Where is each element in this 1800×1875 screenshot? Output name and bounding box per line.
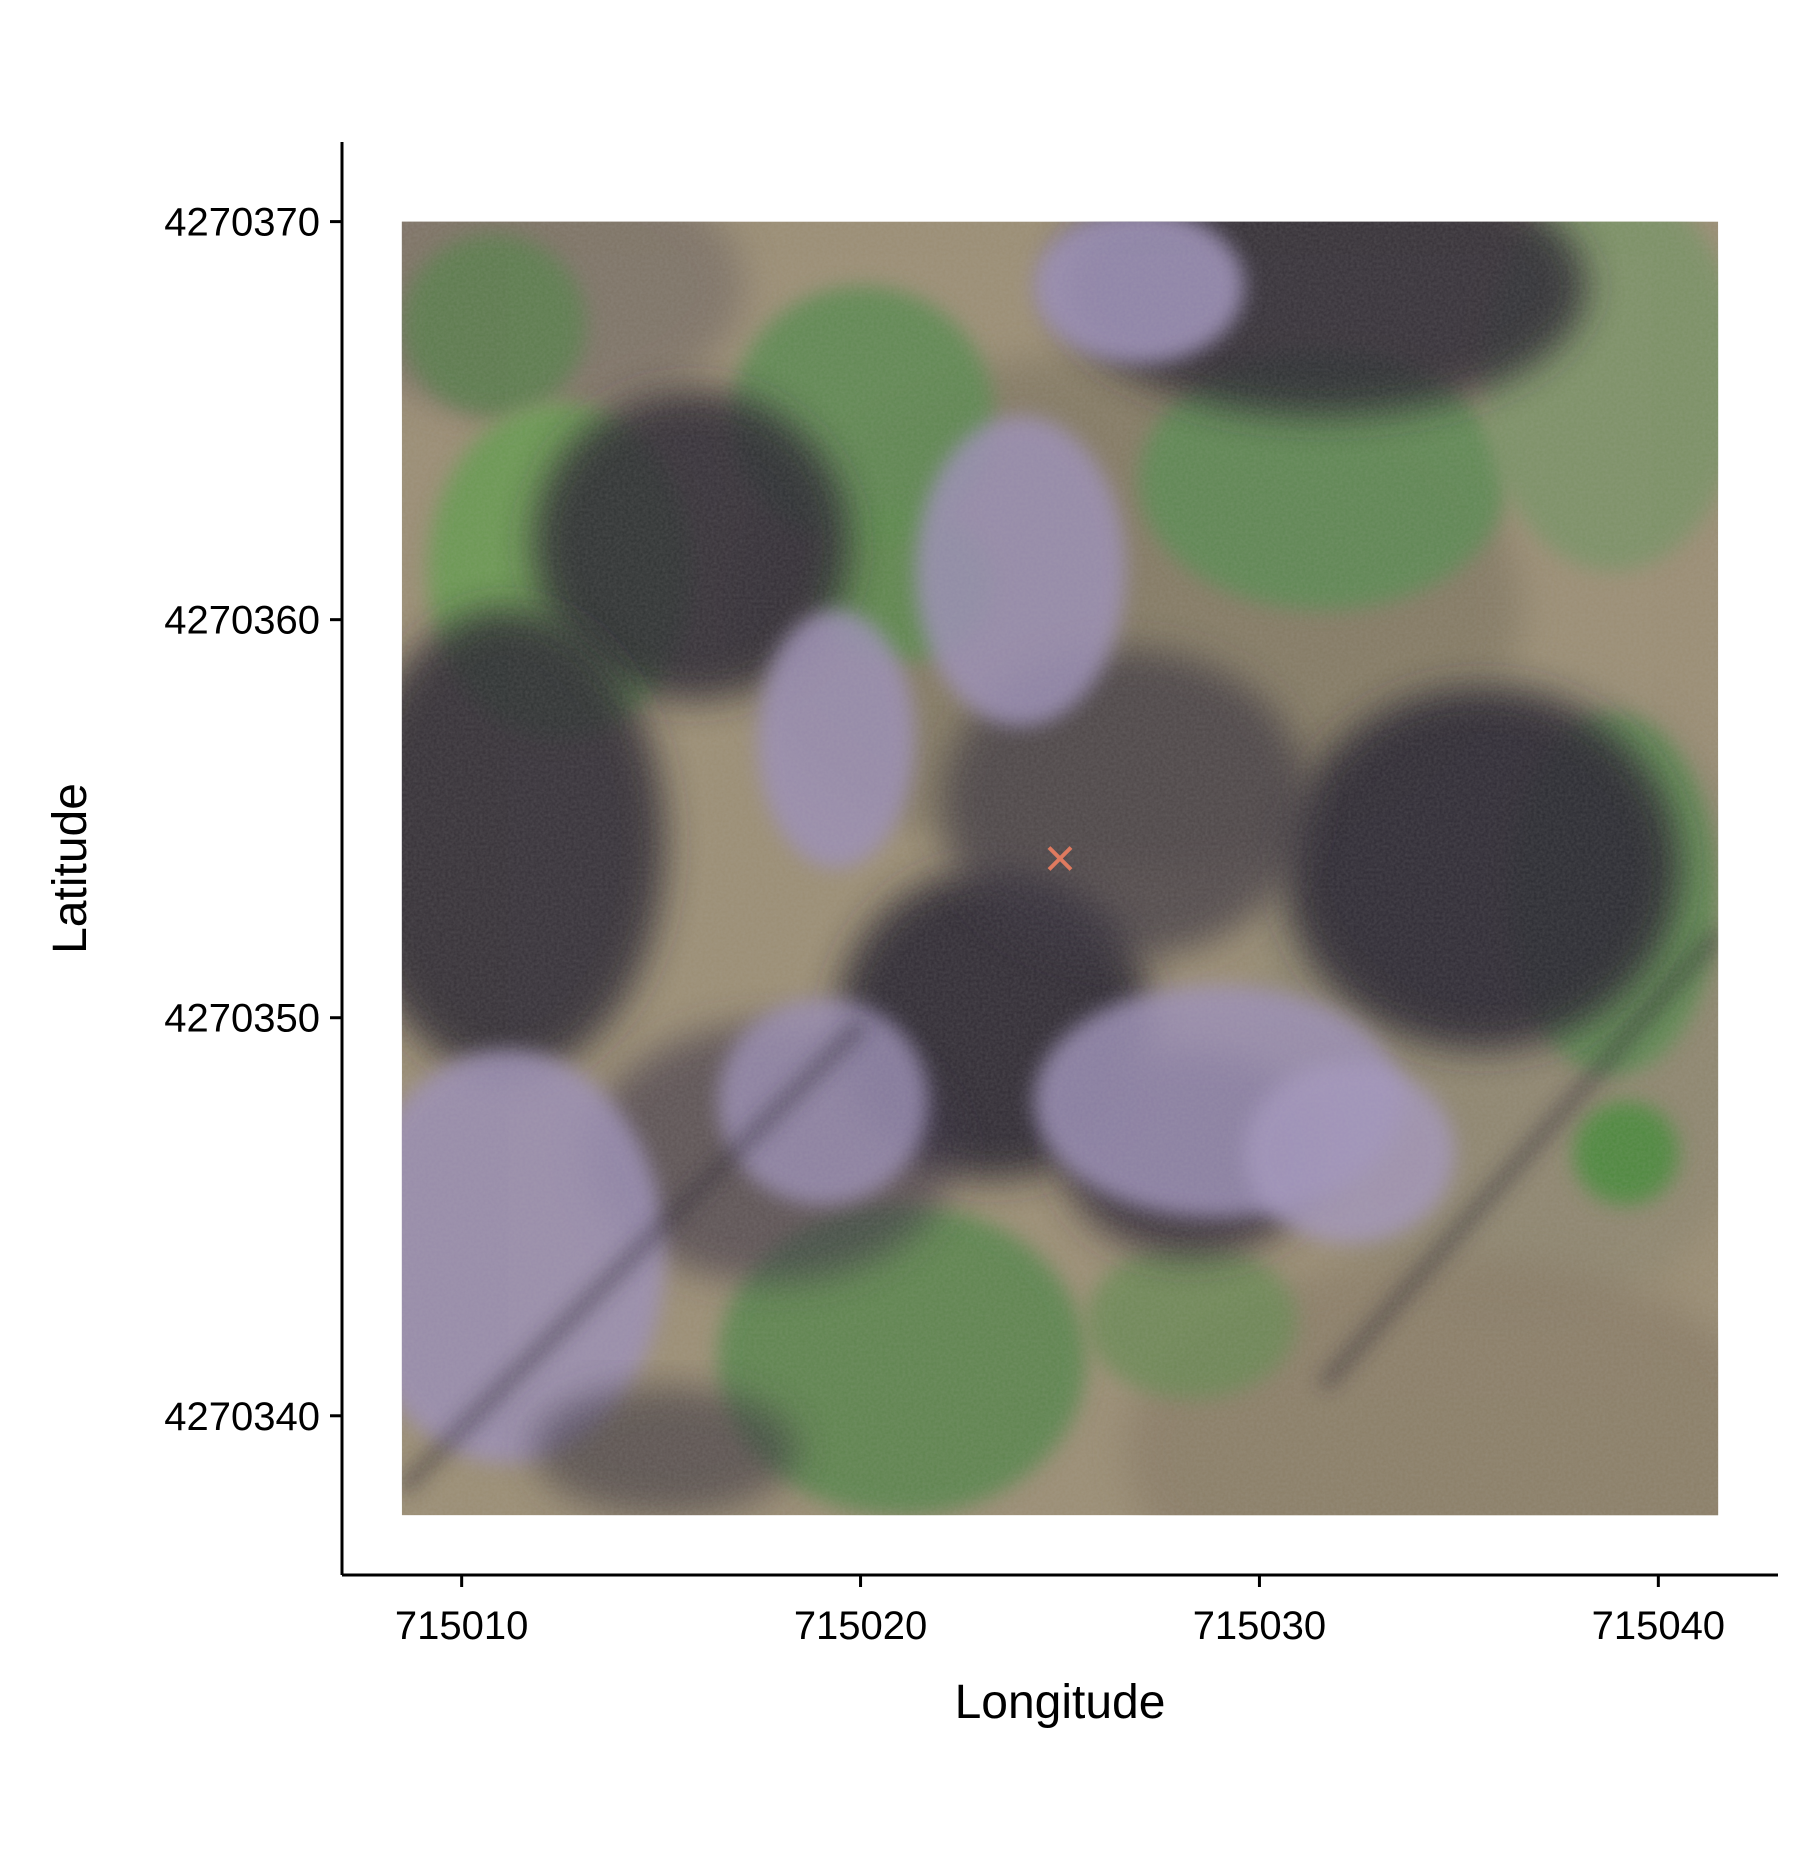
y-axis: 4270370 4270360 4270350 4270340	[164, 142, 344, 1575]
x-axis-title: Longitude	[955, 1676, 1166, 1729]
y-axis-title: Latitude	[44, 783, 97, 954]
marker-stroke	[1047, 846, 1073, 871]
y-tick-label: 4270370	[164, 201, 320, 245]
y-tick-label: 4270360	[164, 599, 320, 643]
x-tick-label: 715030	[1193, 1604, 1326, 1648]
texture-overlay	[401, 221, 1719, 1516]
x-tick-label: 715010	[395, 1604, 528, 1648]
aerial-orthophoto-raster	[401, 221, 1719, 1516]
x-axis: 715010 715020 715030 715040	[342, 1573, 1778, 1648]
x-tick-label: 715040	[1592, 1604, 1725, 1648]
y-tick-label: 4270350	[164, 997, 320, 1041]
y-tick-label: 4270340	[164, 1395, 320, 1439]
x-tick-label: 715020	[794, 1604, 927, 1648]
location-marker	[1047, 846, 1073, 871]
